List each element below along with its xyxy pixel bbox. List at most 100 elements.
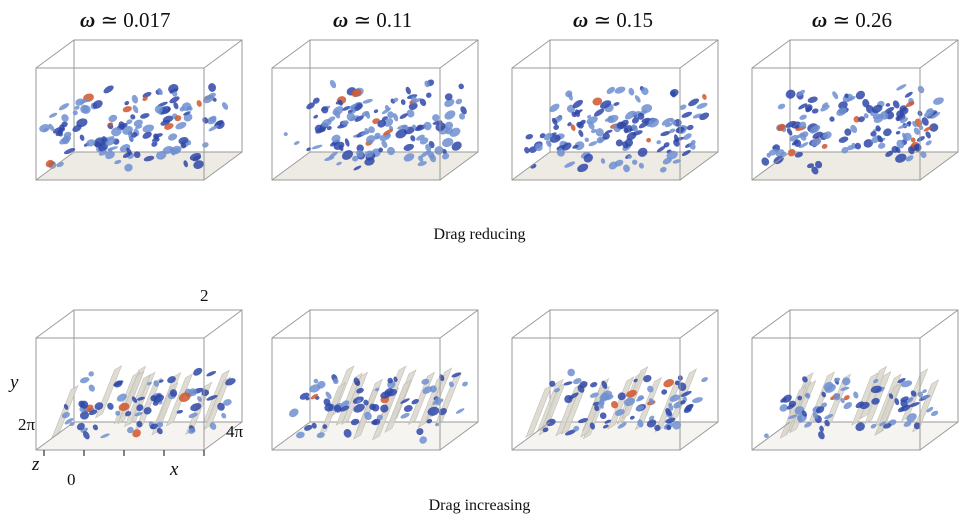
vortex-structure [903,132,912,142]
approx-symbol: ≃ [593,8,612,32]
vortex-structure [930,410,939,417]
vortex-structure [329,79,337,89]
vortex-structure [679,104,687,110]
vortex-structure [912,120,918,128]
vortex-structure [225,378,236,386]
vortex-structure [150,423,158,430]
vortex-structure [421,378,430,385]
vortex-structure [584,137,590,143]
x-max-tick-label: 4π [226,422,244,441]
vortex-structure [785,120,797,128]
vortex-structure [602,424,609,429]
vortex-structure [567,122,572,127]
vortex-structure [381,140,388,149]
vortex-structure [600,100,612,109]
vortex-structure [124,163,133,172]
vortex-structure [178,392,191,402]
vortex-structure [666,424,672,431]
vortex-structure [833,392,841,401]
x-axis-label: x [170,459,179,480]
vortex-structure [100,433,110,439]
box-edge [439,151,479,181]
vortex-structure [549,103,560,113]
vortex-structure [656,140,662,145]
vortex-structure [811,138,822,147]
vortex-structure [72,110,78,116]
vortex-structure [799,121,807,129]
vortex-structure [373,109,379,114]
box-floor [272,152,478,180]
vortex-structure [399,113,408,119]
vortex-structure [88,384,95,392]
vortex-structure [419,436,428,444]
vortex-structure [896,139,905,149]
vortex-structure [361,111,370,117]
vortex-structure [900,117,908,124]
box-edge [271,151,311,181]
vortex-structure [116,393,127,402]
vortex-structure [572,144,579,149]
vortex-structure [178,136,189,145]
vortex-structure [897,123,910,129]
vortex-structure [156,421,164,428]
vortex-structure [815,160,823,169]
vortex-structure [624,138,634,147]
vortex-structure [114,159,122,165]
vortex-structure [599,412,607,420]
vortex-structure [799,132,807,141]
vortex-structure [543,132,553,141]
vortex-structure [859,401,870,410]
low-speed-streak [335,372,363,426]
vortex-structure [576,121,582,128]
vortex-structure [688,98,700,107]
vortex-structure [870,385,882,393]
box-edge [751,309,791,339]
vortex-structure [595,128,604,137]
vortex-structure [52,127,62,134]
vortex-structure [366,135,376,144]
vortex-structure [353,403,365,413]
box-back-face [549,39,719,153]
vortex-structure [553,388,561,393]
vortex-structure [925,131,931,139]
vortex-structure [563,381,573,386]
vortex-structure [306,147,311,152]
vortex-structure [815,406,825,414]
box-edge [679,39,719,69]
vortex-structure [416,428,424,436]
approx-symbol: ≃ [832,8,851,32]
vortex-structure [333,141,345,150]
vortex-structure [400,398,410,404]
vortex-structure [846,144,855,151]
vortex-structure [167,376,176,384]
vortex-structure [411,124,417,130]
omega-value: 0.11 [376,8,413,32]
vortex-structure [877,142,886,149]
vortex-structure [310,393,319,400]
box-edge [203,421,243,451]
vortex-structure [761,157,770,166]
vortex-structure [564,161,576,168]
vortex-structure [836,107,847,116]
vortex-structure [910,390,917,397]
box-front-face [511,67,681,181]
vortex-structure [834,377,841,382]
vortex-structure [627,154,633,159]
box-edge [35,309,75,339]
vortex-structure [572,99,583,109]
box-edge [511,309,551,339]
omega-symbol: ω [573,8,589,32]
vortex-structure [419,137,429,145]
vortex-structure [626,389,637,398]
vortex-structure [209,422,217,430]
vortex-structure [654,424,661,432]
vortex-structure [787,149,796,157]
vortex-structure [875,125,881,132]
vortex-structure [633,378,638,383]
omega-label-col3: ω ≃ 0.15 [573,8,653,33]
vortex-structure [692,113,703,119]
vortex-structure [125,411,132,417]
box-edge [679,309,719,339]
vortex-structure [363,399,369,406]
vortex-structure [568,92,573,101]
